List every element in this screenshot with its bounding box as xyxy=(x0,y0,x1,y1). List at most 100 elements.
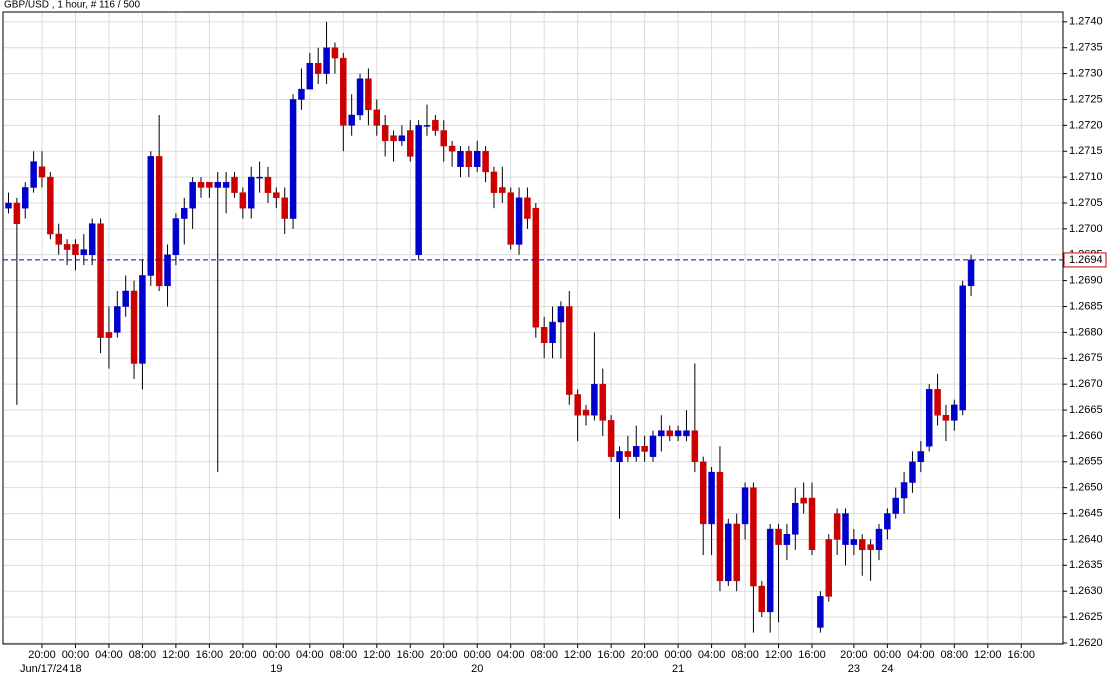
candle-body xyxy=(5,202,12,209)
candle-body xyxy=(867,544,874,551)
x-tick-label: 12:00 xyxy=(765,649,793,661)
plot-frame xyxy=(2,11,1064,645)
candle-body xyxy=(884,513,891,530)
candle-body xyxy=(951,404,958,421)
x-tick-label: 12:00 xyxy=(162,649,190,661)
candle-body xyxy=(181,207,188,219)
y-tick-label: 1.2690 xyxy=(1069,275,1103,287)
x-tick-label: 20:00 xyxy=(28,649,56,661)
x-tick-label: 00:00 xyxy=(62,649,90,661)
candle-body xyxy=(473,150,481,168)
x-tick-label: 04:00 xyxy=(497,649,525,661)
candle-body xyxy=(432,119,439,131)
candle-body xyxy=(616,451,623,463)
candle-body xyxy=(348,114,355,126)
x-tick-label: 04:00 xyxy=(95,649,123,661)
candle-body xyxy=(239,192,247,209)
y-tick-label: 1.2635 xyxy=(1069,559,1103,571)
candle-body xyxy=(130,290,138,364)
candle-body xyxy=(758,585,766,613)
candle-body xyxy=(440,130,447,147)
x-tick-label: 20:00 xyxy=(430,649,458,661)
candle-body xyxy=(566,306,573,395)
candle-body xyxy=(30,161,37,188)
candle-body xyxy=(189,182,196,209)
candle-body xyxy=(423,125,431,127)
candle-body xyxy=(875,528,883,551)
candle-body xyxy=(80,249,88,256)
candle-body xyxy=(465,150,473,168)
candle-body xyxy=(365,78,372,111)
candle-body xyxy=(231,176,238,193)
candle-body xyxy=(766,528,774,613)
candle-body xyxy=(482,150,489,173)
date-label: Jun/17/24 xyxy=(20,663,68,675)
x-tick-label: 04:00 xyxy=(698,649,726,661)
y-tick-label: 1.2650 xyxy=(1069,482,1103,494)
candle-body xyxy=(13,202,21,224)
candle-body xyxy=(641,446,648,452)
date-label: 19 xyxy=(270,663,282,675)
candle-body xyxy=(273,192,280,199)
candle-body xyxy=(934,389,941,416)
candle-body xyxy=(725,523,732,582)
candle-body xyxy=(708,471,715,525)
x-tick-label: 00:00 xyxy=(463,649,491,661)
candle-body xyxy=(164,254,171,287)
candle-body xyxy=(97,223,104,338)
x-tick-label: 00:00 xyxy=(263,649,291,661)
candle-body xyxy=(574,394,581,416)
y-tick-label: 1.2645 xyxy=(1069,507,1103,519)
date-label: 24 xyxy=(881,663,893,675)
candle-body xyxy=(925,389,933,447)
candle-body xyxy=(808,497,816,551)
candle-body xyxy=(139,275,146,364)
candle-body xyxy=(741,487,749,525)
candle-body xyxy=(582,409,590,416)
candle-body xyxy=(114,306,121,333)
candle-body xyxy=(842,513,849,545)
date-label: 23 xyxy=(848,663,860,675)
candle-body xyxy=(532,207,540,328)
candle-body xyxy=(356,78,364,116)
candle-body xyxy=(247,176,255,209)
candle-body xyxy=(155,156,163,287)
candle-body xyxy=(599,383,607,421)
candle-body xyxy=(691,430,699,463)
candle-body xyxy=(55,233,62,245)
y-tick-label: 1.2730 xyxy=(1069,68,1103,80)
candle-body xyxy=(683,430,690,437)
candle-body xyxy=(381,125,389,142)
x-tick-label: 00:00 xyxy=(874,649,902,661)
candle-body xyxy=(373,109,381,126)
candle-body xyxy=(792,502,799,535)
x-tick-label: 12:00 xyxy=(363,649,391,661)
candle-body xyxy=(850,539,858,545)
candle-body xyxy=(800,497,807,504)
y-tick-label: 1.2640 xyxy=(1069,533,1103,545)
candle-body xyxy=(306,62,314,90)
candle-body xyxy=(515,197,523,245)
candle-body xyxy=(591,383,598,416)
candle-body xyxy=(298,88,305,100)
candle-body xyxy=(289,99,297,219)
candle-body xyxy=(256,176,263,179)
x-tick-label: 12:00 xyxy=(564,649,592,661)
candle-body xyxy=(21,187,29,209)
candle-body xyxy=(658,430,665,437)
candle-body xyxy=(214,182,221,188)
x-tick-label: 20:00 xyxy=(631,649,659,661)
candle-body xyxy=(649,435,657,457)
candle-body xyxy=(775,528,782,545)
candle-body xyxy=(323,47,330,74)
candle-body xyxy=(783,534,791,545)
candle-body xyxy=(331,47,339,59)
candle-body xyxy=(415,125,422,256)
y-tick-label: 1.2705 xyxy=(1069,197,1103,209)
x-tick-label: 08:00 xyxy=(941,649,969,661)
y-tick-label: 1.2630 xyxy=(1069,585,1103,597)
candle-body xyxy=(917,451,925,463)
x-tick-label: 20:00 xyxy=(840,649,868,661)
candle-body xyxy=(540,326,548,344)
